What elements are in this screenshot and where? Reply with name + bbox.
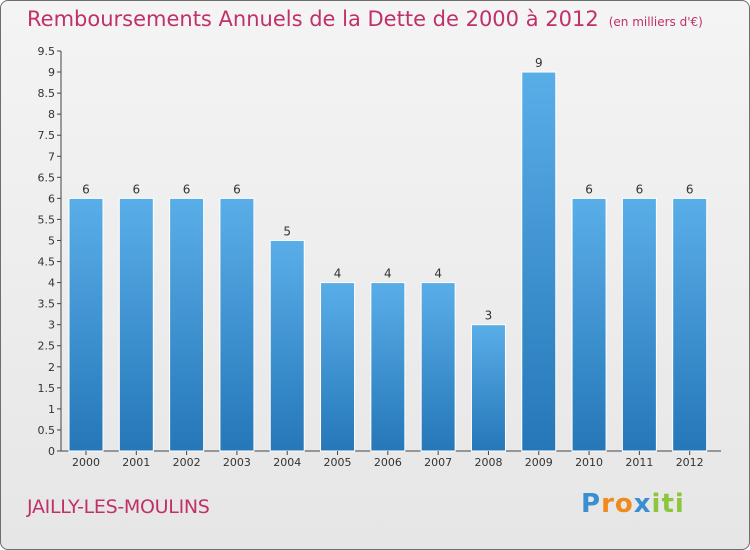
x-tick-label: 2012 <box>676 456 704 469</box>
x-tick-label: 2005 <box>324 456 352 469</box>
x-tick-label: 2001 <box>122 456 150 469</box>
bar <box>370 282 406 452</box>
bar <box>269 239 305 452</box>
bar-value-label: 6 <box>585 182 593 196</box>
y-tick-label: 8 <box>48 108 55 121</box>
bar <box>118 197 154 452</box>
chart-subtitle: (en milliers d'€) <box>608 15 703 29</box>
y-tick-label: 3.5 <box>38 298 56 311</box>
bar-value-label: 4 <box>334 267 342 281</box>
y-tick-label: 7 <box>48 150 55 163</box>
y-tick-label: 2.5 <box>38 340 56 353</box>
logo-letter: P <box>581 489 602 519</box>
bar-value-label: 4 <box>384 267 392 281</box>
y-tick-label: 6 <box>48 192 55 205</box>
x-tick-label: 2008 <box>474 456 502 469</box>
logo-letter: t <box>661 489 675 519</box>
logo-letter: o <box>614 489 634 519</box>
y-tick-label: 1 <box>48 403 55 416</box>
y-tick-label: 3 <box>48 319 55 332</box>
x-tick-label: 2009 <box>525 456 553 469</box>
bar-value-label: 6 <box>183 182 191 196</box>
y-tick-label: 9.5 <box>38 45 56 58</box>
bar <box>571 197 607 452</box>
x-tick-label: 2002 <box>173 456 201 469</box>
y-tick-label: 0.5 <box>38 424 56 437</box>
x-tick-label: 2006 <box>374 456 402 469</box>
logo-letter: r <box>601 489 615 519</box>
x-tick-label: 2010 <box>575 456 603 469</box>
bar <box>169 197 205 452</box>
bar <box>672 197 708 452</box>
bar <box>420 282 456 452</box>
logo-letter: i <box>674 489 685 519</box>
y-tick-label: 8.5 <box>38 87 56 100</box>
y-tick-label: 5.5 <box>38 213 56 226</box>
y-tick-label: 7.5 <box>38 129 56 142</box>
bar <box>621 197 657 452</box>
y-tick-label: 0 <box>48 445 55 458</box>
bar <box>219 197 255 452</box>
y-tick-label: 4 <box>48 277 55 290</box>
bar-value-label: 3 <box>485 309 493 323</box>
logo-letter: x <box>633 489 652 519</box>
bar <box>320 282 356 452</box>
chart-title-block: Remboursements Annuels de la Dette de 20… <box>27 7 703 31</box>
logo-letter: i <box>651 489 662 519</box>
chart-title: Remboursements Annuels de la Dette de 20… <box>27 7 599 31</box>
x-tick-label: 2011 <box>625 456 653 469</box>
city-name: JAILLY-LES-MOULINS <box>27 496 210 518</box>
proxiti-logo: Proxiti <box>581 489 685 519</box>
y-tick-label: 6.5 <box>38 171 56 184</box>
bar-value-label: 9 <box>535 56 543 70</box>
bar-value-label: 6 <box>686 182 694 196</box>
bar <box>521 71 557 452</box>
bar-value-label: 6 <box>233 182 241 196</box>
y-tick-label: 9 <box>48 66 55 79</box>
bar-value-label: 4 <box>434 267 442 281</box>
y-tick-label: 1.5 <box>38 382 56 395</box>
y-tick-label: 2 <box>48 361 55 374</box>
x-tick-label: 2000 <box>72 456 100 469</box>
y-tick-label: 5 <box>48 234 55 247</box>
bar-value-label: 6 <box>132 182 140 196</box>
x-tick-label: 2003 <box>223 456 251 469</box>
bar-value-label: 6 <box>636 182 644 196</box>
x-tick-label: 2004 <box>273 456 301 469</box>
bar-value-label: 5 <box>283 224 291 238</box>
bar <box>68 197 104 452</box>
y-tick-label: 4.5 <box>38 256 56 269</box>
x-tick-label: 2007 <box>424 456 452 469</box>
bar-value-label: 6 <box>82 182 90 196</box>
bar <box>470 324 506 452</box>
